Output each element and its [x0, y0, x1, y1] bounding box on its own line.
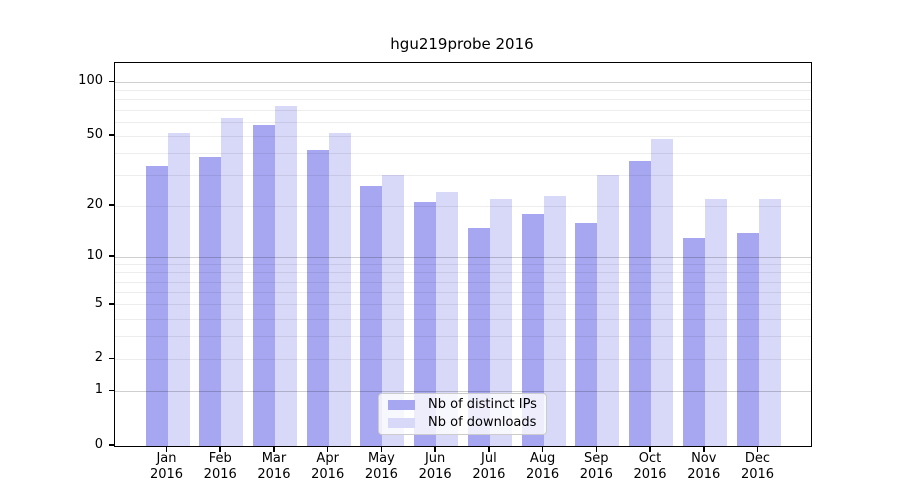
y-tick-label: 50: [86, 127, 103, 143]
x-tick: [595, 446, 598, 452]
x-tick-label: Apr 2016: [300, 451, 356, 483]
y-tick: [109, 389, 114, 392]
x-label-year: 2016: [203, 467, 237, 482]
bar-distinct-ips-nov: [682, 238, 705, 446]
bar-downloads-jul: [489, 198, 512, 446]
legend: Nb of distinct IPs Nb of downloads: [378, 393, 547, 435]
y-tick-label: 2: [94, 350, 103, 366]
x-tick: [703, 446, 705, 452]
x-label-month: Jun: [424, 451, 446, 466]
legend-label-downloads: Nb of downloads: [428, 415, 537, 430]
y-tick: [109, 80, 114, 83]
x-tick-label: Oct 2016: [622, 451, 678, 483]
x-label-month: Sep: [584, 451, 609, 466]
bar-distinct-ips-may: [360, 186, 383, 446]
x-tick-label: Feb 2016: [192, 451, 248, 483]
x-label-year: 2016: [526, 467, 560, 482]
legend-swatch-downloads-icon: [388, 418, 415, 428]
bar-downloads-jan: [167, 133, 190, 446]
bar-downloads-apr: [328, 133, 351, 446]
bar-distinct-ips-jun: [414, 202, 437, 446]
x-tick: [380, 446, 383, 452]
x-tick-label: May 2016: [353, 451, 409, 483]
x-label-year: 2016: [311, 467, 345, 482]
x-tick: [649, 446, 651, 452]
x-label-year: 2016: [687, 467, 721, 482]
y-tick: [109, 255, 114, 257]
x-tick: [326, 446, 329, 452]
x-tick: [488, 446, 490, 452]
bar-distinct-ips-jan: [145, 165, 168, 446]
x-label-year: 2016: [257, 467, 291, 482]
x-tick-label: Dec 2016: [730, 451, 786, 483]
bar-distinct-ips-oct: [629, 161, 652, 446]
bar-distinct-ips-feb: [199, 157, 222, 446]
y-tick: [109, 134, 114, 136]
plot-area: [114, 62, 812, 447]
bar-distinct-ips-mar: [252, 124, 275, 446]
x-tick: [273, 446, 275, 452]
x-tick-label: Aug 2016: [515, 451, 571, 483]
bar-downloads-jun: [436, 192, 459, 446]
x-tick: [219, 446, 221, 452]
bar-downloads-aug: [543, 195, 566, 446]
x-tick-label: Jan 2016: [139, 451, 195, 483]
x-label-month: May: [367, 451, 395, 466]
x-label-year: 2016: [364, 467, 398, 482]
bar-downloads-nov: [704, 198, 727, 446]
x-label-year: 2016: [418, 467, 452, 482]
bar-distinct-ips-aug: [521, 213, 544, 446]
x-tick-label: Sep 2016: [568, 451, 624, 483]
x-label-month: Dec: [744, 451, 771, 466]
legend-item-downloads: Nb of downloads: [388, 416, 537, 430]
y-tick-label: 1: [94, 382, 103, 398]
y-tick: [109, 444, 114, 446]
y-tick: [109, 204, 114, 206]
bars-layer: [115, 63, 811, 446]
legend-swatch-distinct-ips-icon: [388, 400, 415, 410]
x-label-year: 2016: [740, 467, 775, 482]
x-tick-label: Jul 2016: [461, 451, 517, 483]
y-tick-label: 0: [94, 437, 103, 452]
bar-downloads-feb: [221, 118, 244, 446]
x-tick: [434, 446, 436, 452]
y-tick: [109, 303, 114, 305]
bar-distinct-ips-dec: [736, 232, 759, 446]
x-label-year: 2016: [579, 467, 613, 482]
legend-item-distinct-ips: Nb of distinct IPs: [388, 398, 537, 412]
bar-downloads-dec: [758, 198, 781, 446]
x-label-month: Jul: [481, 451, 497, 466]
x-label-month: Apr: [316, 451, 339, 466]
bar-distinct-ips-jul: [467, 227, 490, 446]
x-tick: [541, 446, 544, 452]
bar-downloads-oct: [651, 139, 674, 446]
legend-label-distinct-ips: Nb of distinct IPs: [428, 397, 537, 412]
x-label-month: Jan: [156, 451, 177, 466]
x-label-month: Nov: [691, 451, 717, 466]
y-tick: [109, 357, 114, 360]
x-tick: [165, 446, 168, 452]
y-tick-label: 20: [86, 197, 103, 213]
x-label-month: Feb: [208, 451, 232, 466]
bar-distinct-ips-apr: [306, 149, 329, 446]
y-tick-label: 10: [86, 248, 103, 264]
x-label-month: Mar: [261, 451, 287, 466]
y-tick-label: 100: [78, 73, 103, 89]
x-label-month: Oct: [638, 451, 662, 466]
x-label-month: Aug: [529, 451, 556, 466]
x-tick-label: Mar 2016: [246, 451, 302, 483]
chart-title: hgu219probe 2016: [390, 35, 534, 53]
x-label-year: 2016: [633, 467, 667, 482]
x-tick: [756, 446, 759, 452]
bar-downloads-may: [382, 175, 405, 446]
bar-downloads-sep: [597, 175, 620, 446]
x-label-year: 2016: [472, 467, 506, 482]
x-label-year: 2016: [149, 467, 184, 482]
y-tick-label: 5: [94, 295, 103, 311]
x-tick-label: Nov 2016: [676, 451, 732, 483]
bar-distinct-ips-sep: [575, 222, 598, 446]
bar-downloads-mar: [274, 105, 297, 446]
x-tick-label: Jun 2016: [407, 451, 463, 483]
